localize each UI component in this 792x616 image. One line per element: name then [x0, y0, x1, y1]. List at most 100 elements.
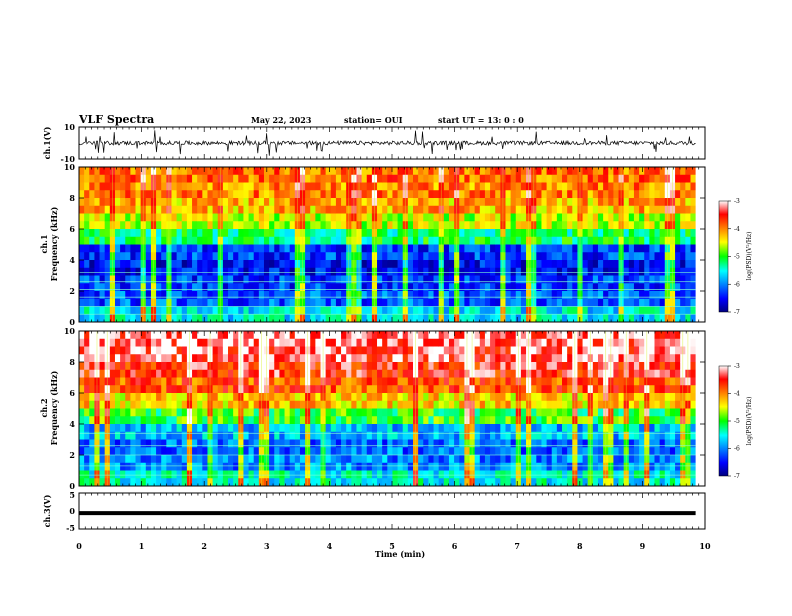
spectrogram-cell — [387, 401, 393, 409]
spectrogram-cell — [464, 252, 470, 260]
spectrogram-cell — [470, 276, 476, 284]
spectrogram-cell — [495, 370, 501, 378]
spectrogram-cell — [279, 362, 285, 370]
spectrogram-cell — [161, 385, 167, 393]
spectrogram-cell — [639, 362, 645, 370]
spectrogram-cell — [110, 416, 116, 424]
spectrogram-cell — [485, 206, 491, 214]
spectrogram-cell — [310, 354, 316, 362]
spectrogram-cell — [649, 198, 655, 206]
spectrogram-cell — [495, 268, 501, 276]
spectrogram-cell — [177, 237, 183, 245]
ytick-label: 10 — [64, 162, 76, 172]
spectrogram-cell — [459, 252, 465, 260]
spectrogram-cell — [418, 401, 424, 409]
spectrogram-cell — [182, 447, 188, 455]
spectrogram-cell — [418, 339, 424, 347]
spectrogram-cell — [146, 214, 152, 222]
spectrogram-cell — [197, 291, 203, 299]
spectrogram-cell — [264, 183, 270, 191]
spectrogram-cell — [305, 237, 311, 245]
spectrogram-cell — [362, 252, 368, 260]
spectrogram-cell — [660, 276, 666, 284]
spectrogram-cell — [228, 339, 234, 347]
spectrogram-cell — [285, 401, 291, 409]
spectrogram-cell — [562, 416, 568, 424]
spectrogram-cell — [351, 424, 357, 432]
spectrogram-cell — [392, 175, 398, 183]
spectrogram-cell — [583, 478, 589, 486]
spectrogram-cell — [398, 268, 404, 276]
spectrogram-cell — [598, 424, 604, 432]
spectrogram-cell — [629, 283, 635, 291]
spectrogram-cell — [392, 370, 398, 378]
spectrogram-cell — [125, 291, 131, 299]
spectrogram-cell — [541, 424, 547, 432]
spectrogram-cell — [341, 393, 347, 401]
spectrogram-cell — [480, 440, 486, 448]
spectrogram-cell — [511, 206, 517, 214]
spectrogram-cell — [655, 245, 661, 253]
spectrogram-cell — [279, 463, 285, 471]
spectrogram-cell — [613, 252, 619, 260]
spectrogram-cell — [444, 447, 450, 455]
spectrogram-cell — [84, 370, 90, 378]
spectrogram-cell — [136, 276, 142, 284]
spectrogram-cell — [583, 440, 589, 448]
spectrogram-cell — [541, 362, 547, 370]
spectrogram-cell — [125, 198, 131, 206]
spectrogram-cell — [243, 252, 249, 260]
spectrogram-cell — [593, 260, 599, 268]
spectrogram-cell — [418, 245, 424, 253]
spectrogram-cell — [336, 393, 342, 401]
spectrogram-cell — [634, 183, 640, 191]
spectrogram-cell — [690, 198, 696, 206]
spectrogram-cell — [223, 424, 229, 432]
spectrogram-cell — [387, 370, 393, 378]
spectrogram-cell — [202, 401, 208, 409]
spectrogram-cell — [351, 447, 357, 455]
spectrogram-cell — [295, 463, 301, 471]
spectrogram-cell — [89, 471, 95, 479]
spectrogram-cell — [100, 393, 106, 401]
spectrogram-cell — [434, 190, 440, 198]
spectrogram-cell — [177, 393, 183, 401]
spectrogram-cell — [89, 478, 95, 486]
spectrogram-cell — [100, 206, 106, 214]
spectrogram-cell — [428, 260, 434, 268]
spectrogram-cell — [588, 229, 594, 237]
spectrogram-cell — [136, 393, 142, 401]
spectrogram-cell — [490, 175, 496, 183]
spectrogram-cell — [567, 260, 573, 268]
spectrogram-cell — [547, 401, 553, 409]
spectrogram-cell — [505, 229, 511, 237]
spectrogram-cell — [613, 401, 619, 409]
spectrogram-cell — [521, 260, 527, 268]
spectrogram-cell — [161, 175, 167, 183]
spectrogram-cell — [603, 237, 609, 245]
spectrogram-cell — [321, 291, 327, 299]
spectrogram-cell — [310, 167, 316, 175]
spectrogram-cell — [536, 283, 542, 291]
spectrogram-cell — [326, 455, 332, 463]
spectrogram-cell — [100, 471, 106, 479]
spectrogram-cell — [192, 167, 198, 175]
spectrogram-cell — [115, 291, 121, 299]
spectrogram-cell — [136, 299, 142, 307]
spectrogram-cell — [326, 307, 332, 315]
spectrogram-cell — [475, 409, 481, 417]
spectrogram-cell — [341, 354, 347, 362]
spectrogram-cell — [423, 237, 429, 245]
spectrogram-cell — [295, 331, 301, 339]
spectrogram-cell — [115, 221, 121, 229]
spectrogram-cell — [310, 424, 316, 432]
spectrogram-cell — [536, 424, 542, 432]
spectrogram-cell — [608, 245, 614, 253]
spectrogram-cell — [192, 221, 198, 229]
spectrogram-cell — [264, 299, 270, 307]
spectrogram-cell — [285, 393, 291, 401]
spectrogram-cell — [439, 362, 445, 370]
spectrogram-cell — [89, 424, 95, 432]
spectrogram-cell — [423, 362, 429, 370]
spectrogram-cell — [274, 354, 280, 362]
